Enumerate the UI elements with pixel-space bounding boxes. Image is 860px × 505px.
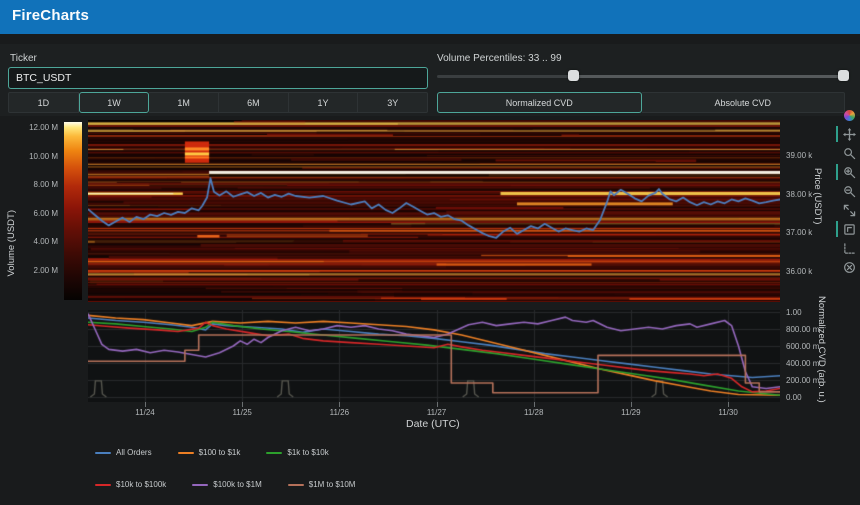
slider-range-fill: [572, 75, 843, 78]
reset-view-icon[interactable]: [842, 260, 856, 274]
zoom-in-icon[interactable]: [842, 165, 856, 179]
range-button-group: 1D 1W 1M 6M 1Y 3Y: [8, 92, 429, 113]
legend-row: $10k to $100k $100k to $1M $1M to $10M: [95, 480, 355, 489]
price-tick: 39.00 k: [786, 151, 813, 160]
price-tick: 38.00 k: [786, 189, 813, 199]
legend-label: $100k to $1M: [213, 480, 262, 489]
modebar-group-separator: [836, 221, 838, 237]
volume-tick: 10.00 M: [29, 151, 58, 161]
range-button-1m[interactable]: 1M: [149, 92, 220, 113]
date-tick-mark: [145, 402, 147, 407]
legend-row: All Orders $100 to $1k $1k to $10k: [95, 448, 329, 457]
date-tick: 11/28: [523, 408, 544, 417]
ticker-label: Ticker: [10, 53, 37, 64]
range-button-1d[interactable]: 1D: [8, 92, 79, 113]
volume-colorbar: [64, 122, 82, 300]
legend-swatch: [266, 451, 283, 454]
price-tick: 37.00 k: [786, 228, 813, 238]
cvd-tick: 0.00: [786, 393, 802, 402]
legend-swatch: [95, 483, 111, 486]
cvd-tick: 600.00 m: [786, 342, 820, 351]
legend-item--100k-to-1m[interactable]: $100k to $1M: [192, 480, 262, 489]
cvd-tick: 800.00 m: [786, 325, 820, 334]
legend-swatch: [287, 483, 304, 486]
ticker-input[interactable]: [8, 67, 428, 89]
legend-item--100-to-1k[interactable]: $100 to $1k: [177, 448, 241, 457]
autoscale-icon[interactable]: [842, 203, 856, 217]
heatmap-canvas[interactable]: [88, 120, 780, 302]
box-zoom-icon[interactable]: [842, 146, 856, 160]
absolute-cvd-button[interactable]: Absolute CVD: [641, 92, 845, 113]
cvd-tick: 400.00 m: [786, 359, 820, 368]
date-tick-mark: [533, 402, 535, 407]
volume-tick: 12.00 M: [29, 123, 58, 132]
range-button-6m[interactable]: 6M: [219, 92, 289, 113]
cvd-tick: 1.00: [786, 308, 802, 317]
normalized-cvd-button[interactable]: Normalized CVD: [437, 92, 642, 113]
date-tick-mark: [630, 402, 632, 407]
legend-swatch: [192, 483, 209, 486]
cvd-canvas[interactable]: [88, 310, 780, 402]
slider-handle-low[interactable]: [567, 70, 579, 81]
cvd-tick: 200.00 m: [786, 376, 820, 385]
legend-item--10k-to-100k[interactable]: $10k to $100k: [95, 480, 166, 489]
date-tick-mark: [242, 402, 244, 407]
range-button-1y[interactable]: 1Y: [288, 92, 359, 113]
date-tick-mark: [728, 402, 730, 407]
volume-tick: 2.00 M: [33, 266, 58, 275]
date-tick: 11/27: [426, 408, 447, 417]
legend-item-all-orders[interactable]: All Orders: [95, 448, 152, 457]
date-tick: 11/25: [232, 408, 252, 417]
plotly-logo-icon[interactable]: [842, 108, 856, 122]
plotly-logo: [843, 109, 855, 121]
volume-tick: 4.00 M: [33, 237, 58, 247]
price-axis-title: Price (USDT): [812, 168, 823, 225]
volume-tick: 6.00 M: [33, 208, 58, 218]
volume-tick: 8.00 M: [33, 180, 58, 190]
range-button-1w[interactable]: 1W: [78, 92, 150, 113]
legend-label: $1k to $10k: [287, 448, 329, 457]
reset-axes-icon[interactable]: [842, 222, 856, 236]
volume-percentiles-label: Volume Percentiles: 33 .. 99: [437, 53, 562, 64]
toggle-spikelines-icon[interactable]: [842, 241, 856, 255]
legend-label: $10k to $100k: [116, 480, 167, 489]
app-header: FireCharts: [0, 0, 860, 34]
modebar-group-separator: [836, 126, 838, 142]
legend-label: All Orders: [116, 448, 152, 457]
volume-percentile-slider[interactable]: [437, 70, 849, 82]
app-title: FireCharts: [12, 7, 90, 24]
date-tick: 11/26: [329, 408, 350, 417]
date-axis-title: Date (UTC): [406, 418, 460, 430]
date-tick-mark: [339, 402, 341, 407]
legend-label: $1M to $10M: [308, 480, 356, 489]
legend-label: $100 to $1k: [198, 448, 241, 457]
cvd-axis-title: Normalized CVD (arb. u.): [816, 296, 827, 403]
pan-icon[interactable]: [842, 127, 856, 141]
legend-item--1m-to-10m[interactable]: $1M to $10M: [287, 480, 356, 489]
date-tick: 11/24: [135, 408, 155, 417]
cvd-mode-button-group: Normalized CVD Absolute CVD: [437, 92, 845, 113]
legend-item--1k-to-10k[interactable]: $1k to $10k: [266, 448, 329, 457]
modebar-group-separator: [836, 164, 838, 180]
zoom-out-icon[interactable]: [842, 184, 856, 198]
legend-swatch: [95, 451, 111, 454]
slider-handle-high[interactable]: [838, 70, 849, 81]
range-button-3y[interactable]: 3Y: [358, 92, 429, 113]
date-tick: 11/29: [621, 408, 641, 417]
price-tick: 36.00 k: [786, 267, 813, 276]
legend-swatch: [177, 451, 194, 454]
date-tick-mark: [436, 402, 438, 407]
date-tick: 11/30: [718, 408, 738, 417]
